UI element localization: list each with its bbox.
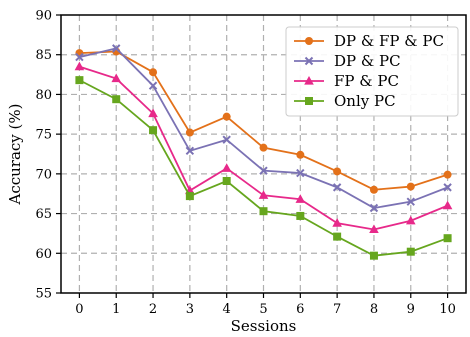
data-point	[333, 167, 342, 176]
data-point	[369, 251, 378, 260]
data-point	[259, 143, 268, 152]
y-tick-label: 85	[35, 48, 52, 63]
grid	[61, 15, 466, 293]
legend-swatch-marker	[305, 97, 313, 105]
legend-swatch-marker	[304, 56, 314, 66]
x-tick-label: 7	[333, 302, 341, 317]
x-tick-label: 1	[112, 302, 120, 317]
data-point	[295, 194, 306, 203]
x-tick-label: 2	[149, 302, 157, 317]
data-point	[112, 44, 121, 53]
data-point	[443, 234, 452, 243]
data-point	[221, 163, 232, 172]
x-tick-label: 10	[439, 302, 456, 317]
data-point	[222, 135, 231, 144]
data-point	[74, 61, 85, 71]
x-tick-label: 4	[223, 302, 231, 317]
series-0	[75, 47, 452, 194]
legend-label: Only PC	[334, 92, 396, 110]
data-point	[406, 197, 415, 206]
x-tick-label: 3	[186, 302, 194, 317]
data-point	[406, 182, 415, 191]
legend-label: DP & PC	[334, 52, 401, 70]
data-point	[185, 192, 194, 201]
legend-item: Only PC	[294, 92, 396, 110]
y-axis-label: Accuracy (%)	[6, 103, 24, 205]
data-point	[443, 170, 452, 179]
x-tick-label: 6	[296, 302, 304, 317]
series-layer	[74, 44, 453, 260]
data-point	[406, 247, 415, 256]
data-point	[405, 215, 416, 225]
data-point	[185, 128, 194, 137]
data-point	[296, 168, 305, 178]
data-point	[148, 108, 158, 118]
data-point	[112, 95, 121, 104]
y-tick-label: 65	[35, 207, 52, 222]
y-tick-label: 70	[35, 167, 52, 182]
data-point	[259, 166, 268, 175]
data-point	[75, 76, 84, 85]
y-tick-label: 55	[35, 287, 52, 302]
data-point	[332, 183, 342, 192]
y-tick-label: 60	[35, 247, 52, 262]
series-1	[75, 44, 452, 213]
data-point	[369, 224, 379, 234]
data-point	[185, 146, 195, 156]
legend-swatch-marker	[305, 37, 313, 45]
data-point	[222, 177, 231, 186]
series-2	[74, 61, 453, 234]
data-point	[149, 126, 158, 135]
data-point	[333, 232, 342, 241]
legend-item: FP & PC	[294, 72, 399, 90]
data-point	[442, 200, 453, 210]
legend-item: DP & PC	[294, 52, 401, 70]
y-axis: 55 60 65 70 75 80 85 90	[35, 9, 61, 302]
x-tick-label: 9	[407, 302, 415, 317]
x-tick-label: 8	[370, 302, 378, 317]
data-point	[222, 112, 231, 121]
y-tick-label: 75	[35, 128, 52, 143]
data-point	[296, 150, 305, 159]
data-point	[296, 211, 305, 220]
legend-swatch-marker	[304, 76, 314, 85]
x-axis: 0 1 2 3 4 5 6 7 8 9 10	[75, 293, 456, 317]
data-point	[369, 185, 378, 194]
data-point	[75, 52, 84, 62]
legend-item: DP & FP & PC	[294, 32, 444, 50]
y-tick-label: 80	[35, 88, 52, 103]
data-point	[369, 203, 379, 213]
y-tick-label: 90	[35, 9, 52, 24]
legend: DP & FP & PC DP & PC FP & PC Only PC	[285, 26, 459, 117]
x-axis-label: Sessions	[231, 317, 297, 335]
data-point	[111, 73, 122, 83]
series-3	[75, 76, 452, 260]
data-point	[148, 81, 158, 90]
data-point	[443, 183, 452, 192]
legend-box	[285, 26, 459, 117]
data-point	[332, 218, 342, 227]
data-point	[149, 68, 158, 77]
legend-label: DP & FP & PC	[334, 32, 444, 50]
x-tick-label: 5	[259, 302, 267, 317]
data-point	[258, 190, 269, 199]
x-tick-label: 0	[75, 302, 83, 317]
data-point	[259, 207, 268, 216]
legend-label: FP & PC	[334, 72, 399, 90]
